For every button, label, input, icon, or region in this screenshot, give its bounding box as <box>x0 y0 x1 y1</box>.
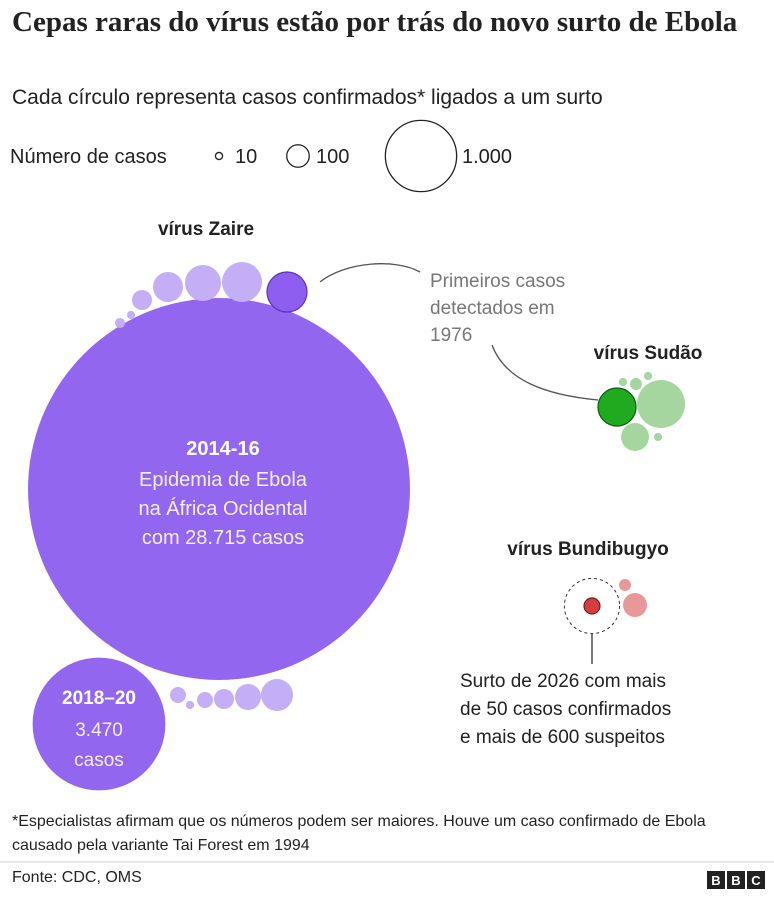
outbreak-bubble <box>185 265 221 301</box>
logo-box <box>747 871 765 889</box>
outbreak-bubble <box>583 597 601 615</box>
suspected-circle <box>563 577 621 635</box>
outbreak-bubble <box>153 272 183 302</box>
footnote: *Especialistas afirmam que os números po… <box>12 813 706 854</box>
outbreak-bubble <box>260 678 294 712</box>
group-name: vírus Zaire <box>158 219 254 240</box>
annotation: e mais de 600 suspeitos <box>460 727 665 748</box>
outbreak-bubble <box>621 423 649 451</box>
outbreak-bubble <box>170 687 186 703</box>
logo-letter: B <box>731 873 740 888</box>
legend-label: Número de casos <box>10 146 167 168</box>
legend-circle <box>384 119 458 193</box>
annotation: de 50 casos confirmados <box>460 699 671 720</box>
outbreak-bubble <box>619 579 631 591</box>
outbreak-bubble <box>266 271 308 313</box>
logo-letter: C <box>751 873 761 888</box>
group-name: vírus Sudão <box>594 343 703 364</box>
outbreak-bubble <box>32 657 166 791</box>
bubble-label: 2014-16 <box>186 438 259 460</box>
outbreak-bubble <box>597 387 637 427</box>
bubble-text: casos <box>74 750 124 771</box>
outbreak-bubble <box>185 700 195 710</box>
logo-box <box>727 871 745 889</box>
outbreak-bubble <box>28 298 410 680</box>
outbreak-bubble <box>653 432 663 442</box>
bubble-label: 2018–20 <box>62 688 136 709</box>
logo-letter: B <box>711 873 720 888</box>
outbreak-bubble <box>630 378 642 390</box>
annotation: Surto de 2026 com mais <box>460 671 666 692</box>
outbreak-bubble <box>623 593 647 617</box>
bubble-text: Epidemia de Ebola <box>139 469 308 491</box>
legend-circle <box>214 151 224 161</box>
legend-value: 1.000 <box>462 146 512 168</box>
subtitle: Cada círculo representa casos confirmado… <box>12 86 603 109</box>
bubble-text: 3.470 <box>75 720 123 741</box>
bubble-text: com 28.715 casos <box>142 527 304 549</box>
outbreak-bubble <box>131 289 153 311</box>
annotation-line <box>491 344 599 401</box>
outbreak-bubble <box>114 317 126 329</box>
group-name: vírus Bundibugyo <box>507 539 669 560</box>
outbreak-bubble <box>221 261 263 303</box>
outbreak-bubble <box>213 688 235 710</box>
outbreak-bubble <box>197 692 213 708</box>
annotation: detectados em <box>430 298 555 319</box>
annotation-line <box>319 263 421 283</box>
title: Cepas raras do vírus estão por trás do n… <box>12 6 738 38</box>
outbreak-bubble <box>126 310 136 320</box>
outbreak-bubble <box>618 377 628 387</box>
outbreak-bubble <box>636 379 686 429</box>
legend-value: 10 <box>235 146 257 168</box>
outbreak-bubble <box>643 371 653 381</box>
outbreak-bubble <box>235 684 261 710</box>
legend-value: 100 <box>316 146 349 168</box>
bubble-text: na África Ocidental <box>139 497 308 520</box>
legend-circle <box>286 144 310 168</box>
annotation: Primeiros casos <box>430 271 565 292</box>
source: Fonte: CDC, OMS <box>12 869 142 886</box>
logo-box <box>707 871 725 889</box>
annotation: 1976 <box>430 325 472 346</box>
